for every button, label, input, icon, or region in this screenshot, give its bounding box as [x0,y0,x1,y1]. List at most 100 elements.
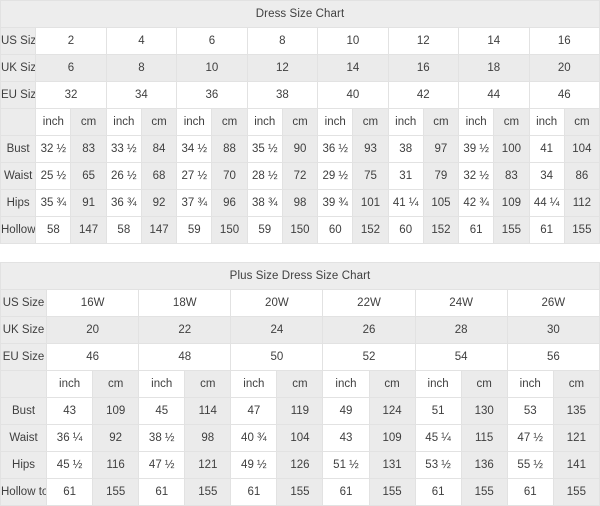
measure-cell: 32 ½ [35,135,72,163]
size-cell: 48 [138,343,232,371]
unit-cell-inch: inch [176,108,213,136]
size-cell: 16W [46,289,140,317]
table-row: Waist 25 ½ 65 26 ½ 68 27 ½ 70 28 ½ 72 29 ½ 75 31 79 3… [0,162,600,190]
measure-cell: 152 [422,216,460,244]
measure-cell: 155 [184,478,232,506]
row-label-waist: Waist [0,424,48,452]
unit-cell-cm: cm [552,370,600,398]
row-label-hollow-to-floor: Hollow to Floor [0,216,37,244]
table-row: Hollow to Floor6115561155611556115561155… [0,478,600,506]
measure-cell: 150 [211,216,248,244]
plus-size-dress-size-chart-table: Plus Size Dress Size Chart US Size 16W 18W 2… [0,262,600,506]
measure-cell: 119 [276,397,324,425]
measure-cell: 91 [70,189,107,217]
size-cell: 8 [105,54,178,82]
unit-cell-cm: cm [493,108,530,136]
unit-cell-inch: inch [46,370,94,398]
measure-cell: 155 [552,478,600,506]
measure-cell: 32 ½ [458,162,495,190]
size-cell: 14 [317,54,389,82]
measure-cell: 41 ¼ [387,189,424,217]
measure-cell: 98 [281,189,319,217]
size-cell: 18W [138,289,232,317]
measure-cell: 61 [46,478,94,506]
measure-cell: 38 ¾ [246,189,283,217]
measure-cell: 126 [276,451,324,479]
size-cell: 18 [458,54,530,82]
row-label-uk-size: UK Size [0,54,37,82]
measure-cell: 105 [422,189,460,217]
measure-cell: 88 [211,135,248,163]
size-cell: 8 [246,27,319,55]
measure-cell: 97 [422,135,460,163]
measure-cell: 61 [230,478,278,506]
measure-cell: 58 [35,216,72,244]
size-cell: 56 [506,343,600,371]
measure-cell: 61 [458,216,495,244]
table-row: US Size246810121416 [0,27,600,55]
row-label-bust: Bust [0,135,37,163]
measure-cell: 61 [414,478,462,506]
unit-cell-inch: inch [105,108,142,136]
measure-cell: 39 ¾ [317,189,354,217]
measure-cell: 35 ½ [246,135,283,163]
table-row: Bust 43 109 45 114 47 119 49 124 51 130 53 135 [0,397,600,425]
size-cell: 28 [414,316,508,344]
size-cell: 46 [528,81,600,109]
measure-cell: 116 [92,451,140,479]
size-cell: 2 [35,27,107,55]
size-cell: 34 [105,81,178,109]
measure-cell: 42 ¾ [458,189,495,217]
unit-row: inch cm inch cm inch cm inch cm inch cm inch cm inch… [0,108,600,136]
measure-cell: 47 [230,397,278,425]
table-row: Hollow to Floor5814758147591505915060152… [0,216,600,244]
size-cell: 20 [46,316,140,344]
unit-cell-inch: inch [528,108,565,136]
unit-cell-cm: cm [352,108,389,136]
row-label-empty [0,108,37,136]
measure-cell: 60 [387,216,424,244]
size-cell: 24 [230,316,324,344]
measure-cell: 38 [387,135,424,163]
measure-cell: 70 [211,162,248,190]
measure-cell: 147 [140,216,178,244]
measure-cell: 155 [276,478,324,506]
measure-cell: 49 [322,397,370,425]
measure-cell: 40 ¾ [230,424,278,452]
chart-title-row: Plus Size Dress Size Chart [0,262,600,290]
measure-cell: 26 ½ [105,162,142,190]
measure-cell: 100 [493,135,530,163]
row-label-empty [0,370,48,398]
measure-cell: 75 [352,162,389,190]
size-cell: 46 [46,343,140,371]
measure-cell: 29 ½ [317,162,354,190]
measure-cell: 155 [368,478,416,506]
measure-cell: 84 [140,135,178,163]
measure-cell: 136 [460,451,508,479]
row-label-hollow-to-floor: Hollow to Floor [0,478,48,506]
unit-cell-inch: inch [317,108,354,136]
measure-cell: 104 [563,135,600,163]
measure-cell: 86 [563,162,600,190]
size-cell: 26W [506,289,600,317]
table-row: EU Size 46 48 50 52 54 56 [0,343,600,371]
measure-cell: 31 [387,162,424,190]
unit-cell-cm: cm [70,108,107,136]
unit-cell-inch: inch [414,370,462,398]
unit-cell-cm: cm [211,108,248,136]
measure-cell: 55 ½ [506,451,554,479]
measure-cell: 33 ½ [105,135,142,163]
unit-cell-cm: cm [422,108,460,136]
size-cell: 16 [387,54,460,82]
measure-cell: 53 ½ [414,451,462,479]
measure-cell: 155 [563,216,600,244]
measure-cell: 83 [70,135,107,163]
measure-cell: 141 [552,451,600,479]
unit-cell-inch: inch [322,370,370,398]
measure-cell: 43 [322,424,370,452]
table-row: EU Size3234363840424446 [0,81,600,109]
measure-cell: 44 ¼ [528,189,565,217]
measure-cell: 147 [70,216,107,244]
measure-cell: 27 ½ [176,162,213,190]
size-cell: 12 [246,54,319,82]
